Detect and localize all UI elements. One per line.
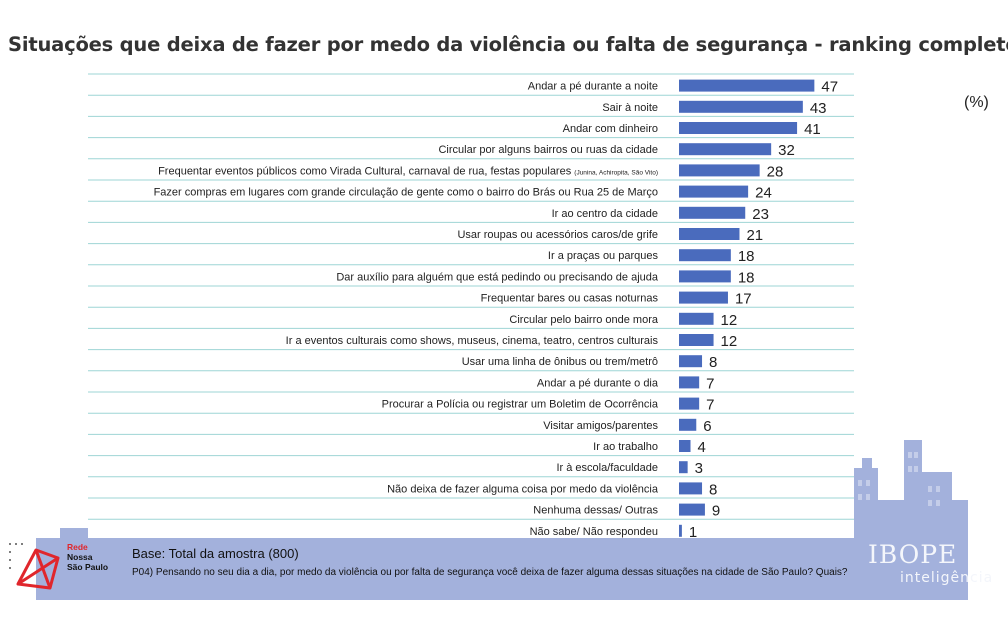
category-label: Nenhuma dessas/ Outras	[533, 505, 658, 517]
bar-value-label: 17	[735, 291, 752, 308]
bar-value-label: 8	[709, 354, 717, 371]
rede-logo-line3: São Paulo	[67, 562, 109, 572]
bar	[679, 122, 798, 134]
bar-value-label: 1	[689, 524, 697, 538]
category-label: Visitar amigos/parentes	[543, 420, 658, 432]
category-label: Usar uma linha de ônibus ou trem/metrô	[462, 356, 658, 368]
category-label: Usar roupas ou acessórios caros/de grife	[457, 229, 658, 241]
category-label: Ir ao trabalho	[593, 441, 658, 453]
bar	[679, 228, 740, 240]
chart-title: Situações que deixa de fazer por medo da…	[8, 33, 1008, 56]
category-label: Fazer compras em lugares com grande circ…	[154, 187, 658, 199]
rede-nossa-sao-paulo-logo-icon	[9, 543, 60, 590]
bar	[679, 185, 749, 198]
bar	[679, 461, 688, 474]
bar-value-label: 23	[752, 206, 769, 223]
bar-value-label: 12	[721, 312, 738, 329]
bar	[679, 312, 714, 325]
category-label: Não deixa de fazer alguma coisa por medo…	[387, 483, 659, 495]
category-label: Andar a pé durante a noite	[528, 81, 658, 93]
rede-logo-line1: Rede	[67, 542, 88, 552]
bar	[679, 249, 731, 262]
bar	[679, 79, 815, 92]
bar	[679, 418, 697, 431]
bar	[679, 270, 731, 283]
bar-value-label: 7	[706, 397, 714, 414]
bar	[679, 143, 772, 156]
bar	[679, 376, 700, 389]
category-label: Ir à escola/faculdade	[556, 462, 658, 474]
bar-value-label: 18	[738, 248, 755, 265]
category-label: Ir a eventos culturais como shows, museu…	[286, 335, 659, 347]
category-label: Frequentar eventos públicos como Virada …	[158, 165, 658, 177]
bar	[679, 440, 691, 452]
survey-question: P04) Pensando no seu dia a dia, por medo…	[132, 567, 848, 578]
category-label: Não sabe/ Não respondeu	[530, 526, 658, 538]
bar-value-label: 24	[755, 185, 772, 202]
bar	[679, 206, 746, 219]
category-label: Circular pelo bairro onde mora	[509, 314, 658, 326]
bar-value-label: 6	[703, 418, 711, 435]
ibope-logo: IBOPE	[868, 540, 958, 569]
sample-base: Base: Total da amostra (800)	[132, 546, 299, 561]
bar-value-label: 9	[712, 503, 720, 520]
bar-value-label: 41	[804, 121, 821, 138]
category-label: Dar auxílio para alguém que está pedindo…	[336, 271, 659, 283]
ibope-logo-subtitle: inteligência	[900, 570, 994, 586]
bar	[679, 100, 803, 113]
bar-value-label: 8	[709, 481, 717, 498]
bar	[679, 482, 703, 495]
rede-logo-text: Rede Nossa São Paulo	[67, 542, 108, 572]
category-label: Ir ao centro da cidade	[552, 208, 658, 220]
unit-label: (%)	[964, 94, 989, 111]
category-label: Andar com dinheiro	[563, 123, 658, 135]
bar-value-label: 12	[721, 333, 738, 350]
bar-value-label: 47	[821, 79, 838, 96]
category-label: Procurar a Polícia ou registrar um Bolet…	[382, 399, 659, 411]
category-label: Ir a praças ou parques	[548, 250, 659, 262]
bar-value-label: 7	[706, 375, 714, 392]
bar	[679, 524, 682, 537]
bar-value-label: 43	[810, 100, 827, 117]
category-label: Andar a pé durante o dia	[537, 377, 659, 389]
bar-value-label: 18	[738, 269, 755, 286]
bar-value-label: 32	[778, 142, 795, 159]
bar-value-label: 4	[698, 439, 706, 456]
bar	[679, 355, 703, 368]
category-label: Sair à noite	[602, 102, 658, 114]
bar	[679, 291, 728, 304]
bar-value-label: 21	[746, 227, 763, 244]
category-label: Frequentar bares ou casas noturnas	[481, 293, 659, 305]
bar	[679, 164, 760, 177]
bar-value-label: 28	[767, 163, 784, 180]
bar	[679, 503, 705, 516]
bar-value-label: 3	[695, 460, 703, 477]
category-label: Circular por alguns bairros ou ruas da c…	[438, 144, 658, 156]
bar	[679, 397, 700, 410]
category-note: (Junina, Achiropita, São Vito)	[574, 169, 658, 176]
bar	[679, 334, 714, 346]
rede-logo-line2: Nossa	[67, 552, 93, 562]
